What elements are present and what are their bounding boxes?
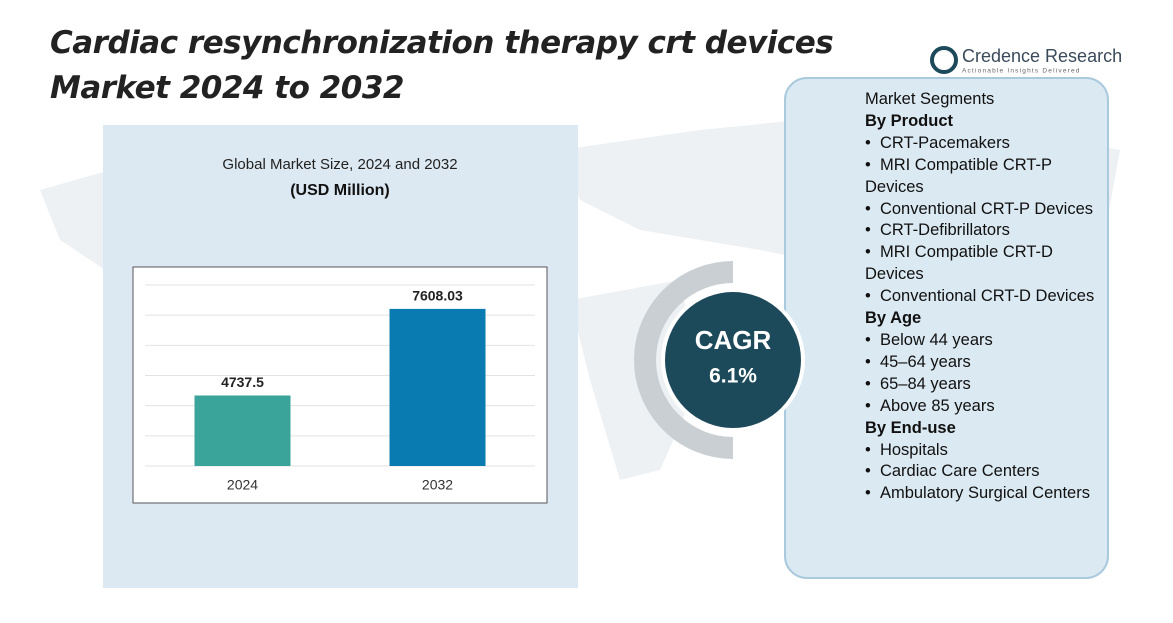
segment-item: Hospitals [865,440,1097,462]
page-title: Market 2024 to 2032 [50,70,404,106]
segment-group: By Age [865,309,922,328]
cagr-value: 6.1% [709,365,757,388]
plot: 2024 4737.5 2032 7608.03 [145,284,535,493]
data-label: 7608.03 [412,288,463,304]
segment-item: Conventional CRT-P Devices [865,199,1097,221]
segments: Market Segments By Product CRT-Pacemakers… [865,89,1097,505]
segment-group: By End-use [865,418,956,437]
segment-item: CRT-Pacemakers [865,133,1097,155]
segment-item: Cardiac Care Centers [865,461,1097,483]
bar [389,308,486,466]
segment-item: MRI Compatible CRT-P Devices [865,155,1097,199]
segment-item: Conventional CRT-D Devices [865,286,1097,308]
segment-item: Ambulatory Surgical Centers [865,483,1097,505]
x-tick-label: 2032 [422,477,453,493]
bar [194,395,291,466]
segment-item: Below 44 years [865,330,1097,352]
logo-tagline: Actionable Insights Delivered [962,68,1081,75]
segment-group: By Product [865,111,954,130]
segment-item: 45–64 years [865,352,1097,374]
cagr-label: CAGR [695,325,772,355]
segment-item: CRT-Defibrillators [865,220,1097,242]
segments-heading: Market Segments [865,90,995,108]
segment-item: 65–84 years [865,374,1097,396]
segment-item: MRI Compatible CRT-D Devices [865,242,1097,286]
segment-item: Above 85 years [865,396,1097,418]
chart-subtitle: (USD Million) [290,182,390,199]
cagr-arc [634,261,734,459]
cagr-circle [661,288,805,432]
data-label: 4737.5 [221,374,264,390]
x-tick-label: 2024 [227,477,258,493]
logo-icon [930,46,958,74]
logo-name: Credence Research [962,46,1122,66]
page-title: Cardiac resynchronization therapy crt de… [50,25,834,61]
chart-title: Global Market Size, 2024 and 2032 [222,156,457,173]
